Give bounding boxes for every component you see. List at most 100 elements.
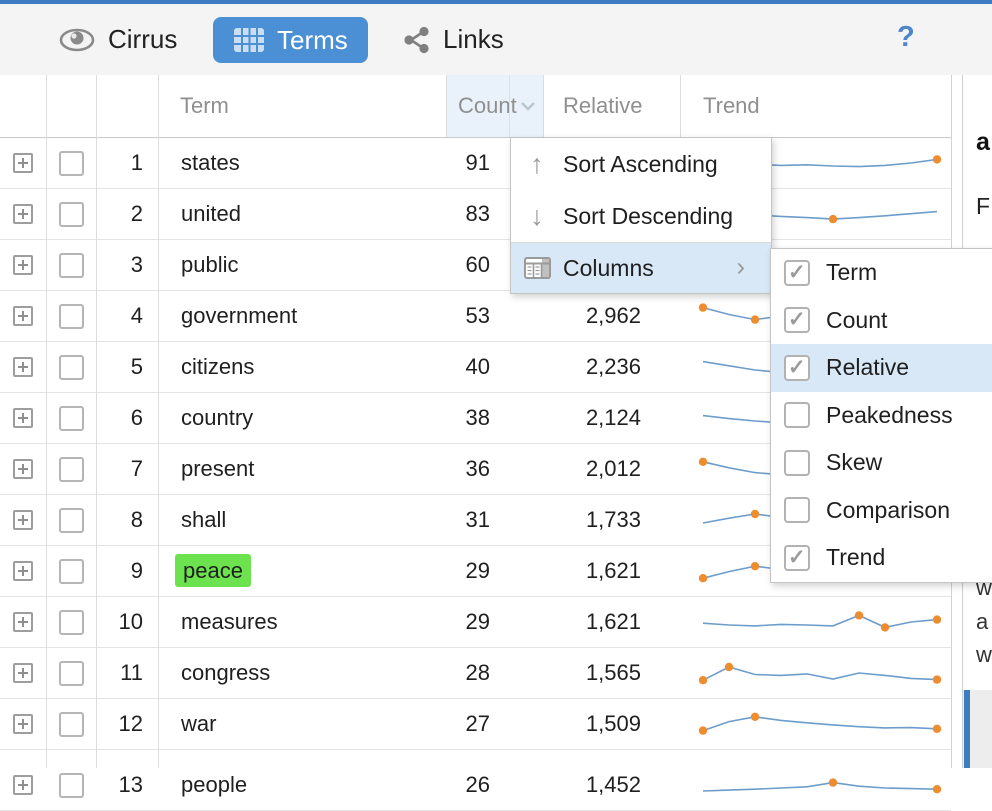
term-cell[interactable]: present — [181, 444, 254, 494]
row-checkbox[interactable] — [58, 252, 84, 278]
row-number: 3 — [130, 252, 143, 277]
row-checkbox[interactable] — [58, 711, 84, 737]
table-header: Term Count Relative Trend — [0, 75, 951, 138]
term-label: united — [181, 201, 241, 226]
expand-plus-icon[interactable] — [13, 561, 33, 581]
submenu-item-comparison[interactable]: Comparison — [771, 487, 992, 535]
row-checkbox[interactable] — [58, 150, 84, 176]
checkbox-cell — [46, 495, 96, 545]
columns-icon — [511, 257, 563, 279]
term-cell[interactable]: country — [181, 393, 253, 443]
trend-sparkline[interactable] — [695, 604, 945, 640]
right-panel-text-fragment: F — [976, 193, 991, 219]
expand-cell — [0, 597, 46, 647]
menu-item-sort-descending[interactable]: ↓ Sort Descending — [511, 190, 771, 242]
tab-cirrus[interactable]: Cirrus — [58, 4, 177, 75]
row-checkbox[interactable] — [58, 354, 84, 380]
expand-plus-icon[interactable] — [13, 153, 33, 173]
arrow-up-icon: ↑ — [530, 148, 544, 179]
term-cell[interactable]: states — [181, 138, 240, 188]
row-checkbox[interactable] — [58, 303, 84, 329]
term-cell[interactable]: government — [181, 291, 297, 341]
header-trigger-divider — [509, 75, 510, 137]
columns-submenu: Term Count Relative Peakedness Skew Comp… — [770, 248, 992, 583]
relative-cell: 2,012 — [585, 456, 641, 481]
term-cell[interactable]: congress — [181, 648, 270, 698]
right-panel-selected-item[interactable] — [963, 690, 992, 768]
term-cell[interactable]: united — [181, 189, 241, 239]
expand-plus-icon[interactable] — [13, 357, 33, 377]
terms-table: Term Count Relative Trend 1 states 91 — [0, 75, 952, 811]
row-checkbox[interactable] — [58, 507, 84, 533]
expand-plus-icon[interactable] — [13, 408, 33, 428]
trend-sparkline[interactable] — [695, 767, 945, 803]
column-header-trend[interactable]: Trend — [703, 93, 760, 118]
term-cell[interactable]: public — [181, 240, 238, 290]
term-cell[interactable]: peace — [175, 546, 251, 596]
checkbox-cell — [46, 546, 96, 596]
selection-indicator — [964, 690, 970, 768]
expand-plus-icon[interactable] — [13, 204, 33, 224]
submenu-item-trend[interactable]: Trend — [771, 534, 992, 582]
term-cell[interactable]: measures — [181, 597, 278, 647]
menu-item-columns[interactable]: Columns › — [511, 243, 771, 293]
expand-cell — [0, 189, 46, 239]
chevron-down-icon[interactable] — [520, 101, 536, 111]
expand-plus-icon[interactable] — [13, 510, 33, 530]
row-checkbox[interactable] — [58, 201, 84, 227]
expand-cell — [0, 393, 46, 443]
submenu-item-label: Comparison — [826, 496, 950, 523]
trend-sparkline[interactable] — [695, 706, 945, 742]
arrow-down-icon: ↓ — [530, 200, 544, 231]
expand-plus-icon[interactable] — [13, 663, 33, 683]
term-cell[interactable]: war — [181, 699, 216, 749]
row-number: 2 — [130, 201, 143, 226]
expand-cell — [0, 495, 46, 545]
tab-links[interactable]: Links — [403, 4, 504, 75]
right-panel-text-fragment: w — [976, 642, 992, 667]
expand-plus-icon[interactable] — [13, 459, 33, 479]
relative-cell: 2,124 — [585, 405, 641, 430]
grid-line — [543, 75, 544, 137]
term-cell[interactable]: shall — [181, 495, 226, 545]
expand-plus-icon[interactable] — [13, 775, 33, 795]
help-icon[interactable]: ? — [897, 21, 915, 53]
table-row: 11 congress 28 1,565 — [0, 648, 951, 699]
count-cell: 91 — [465, 150, 490, 175]
tab-terms[interactable]: Terms — [213, 17, 368, 63]
count-cell: 40 — [465, 354, 490, 379]
grid-line — [680, 75, 681, 137]
row-checkbox[interactable] — [58, 405, 84, 431]
expand-plus-icon[interactable] — [13, 714, 33, 734]
row-checkbox[interactable] — [58, 609, 84, 635]
expand-cell — [0, 291, 46, 341]
submenu-item-term[interactable]: Term — [771, 249, 992, 297]
tab-links-label: Links — [443, 24, 504, 54]
column-header-term[interactable]: Term — [180, 93, 229, 118]
term-cell[interactable]: citizens — [181, 342, 254, 392]
row-checkbox[interactable] — [58, 772, 84, 798]
submenu-item-peakedness[interactable]: Peakedness — [771, 392, 992, 440]
menu-separator — [511, 242, 771, 243]
column-header-count[interactable]: Count — [446, 75, 544, 137]
expand-plus-icon[interactable] — [13, 612, 33, 632]
column-header-relative[interactable]: Relative — [563, 93, 643, 118]
expand-plus-icon[interactable] — [13, 255, 33, 275]
row-checkbox[interactable] — [58, 558, 84, 584]
trend-sparkline[interactable] — [695, 655, 945, 691]
row-checkbox[interactable] — [58, 456, 84, 482]
expand-plus-icon[interactable] — [13, 306, 33, 326]
submenu-item-label: Skew — [826, 449, 883, 476]
row-checkbox[interactable] — [58, 660, 84, 686]
column-header-count-label: Count — [458, 93, 517, 118]
checkbox-icon — [784, 354, 810, 381]
submenu-item-count[interactable]: Count — [771, 297, 992, 345]
checkbox-cell — [46, 138, 96, 188]
menu-item-sort-ascending[interactable]: ↑ Sort Ascending — [511, 138, 771, 190]
submenu-item-relative[interactable]: Relative — [771, 344, 992, 392]
table-grid-icon — [233, 27, 265, 53]
toolbar: Cirrus Terms Links ? — [0, 4, 992, 75]
submenu-item-skew[interactable]: Skew — [771, 439, 992, 487]
count-cell: 29 — [465, 558, 490, 583]
share-icon — [403, 26, 431, 54]
